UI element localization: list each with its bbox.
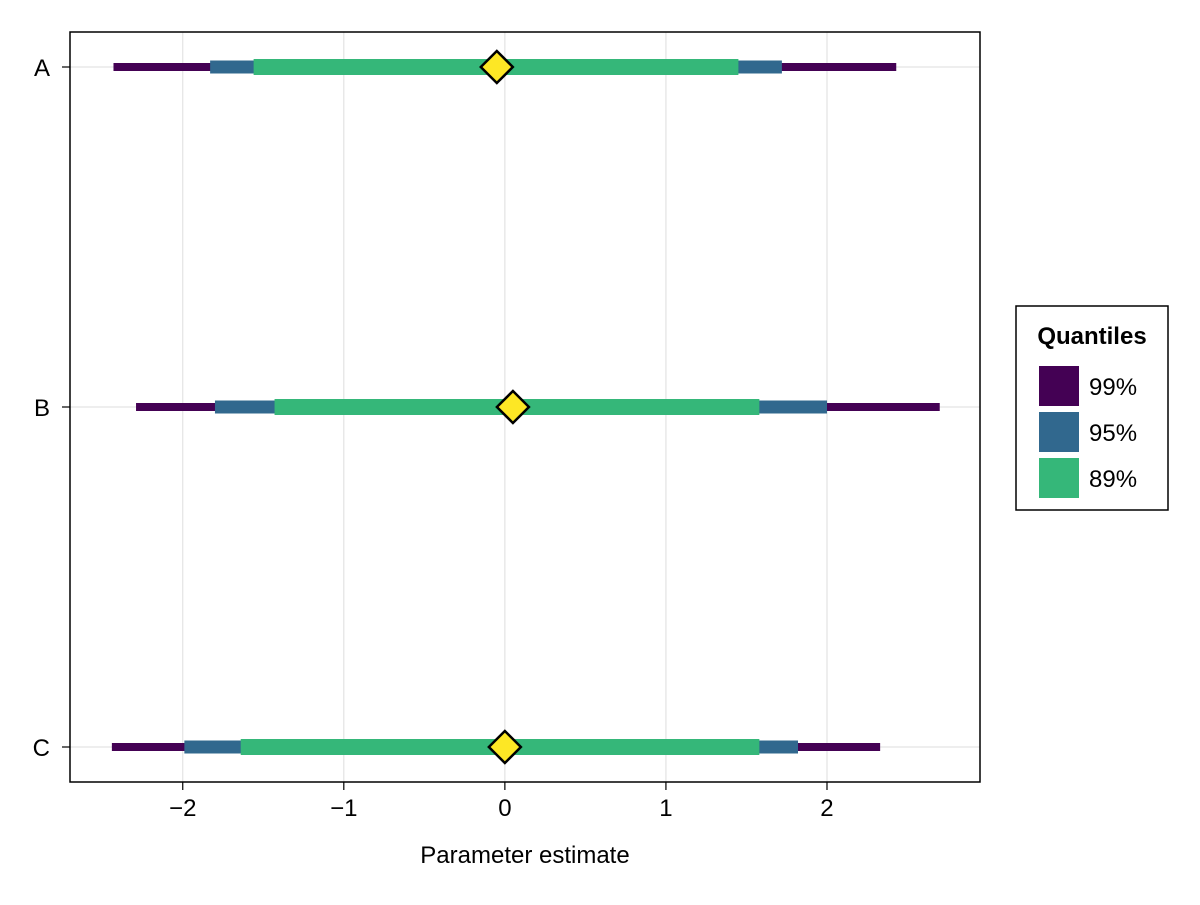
legend: Quantiles 99% 95% 89% bbox=[1015, 305, 1169, 511]
y-tick-label: A bbox=[34, 55, 50, 82]
x-tick-label: 2 bbox=[820, 795, 833, 822]
x-tick-label: 1 bbox=[659, 795, 672, 822]
legend-swatch-95 bbox=[1039, 412, 1079, 452]
legend-swatch-89 bbox=[1039, 458, 1079, 498]
legend-label-89: 89% bbox=[1089, 466, 1137, 493]
point-estimate-a bbox=[479, 49, 515, 85]
x-axis-label: Parameter estimate bbox=[420, 842, 629, 869]
x-tick-label: −2 bbox=[169, 795, 196, 822]
point-estimate-c bbox=[487, 729, 523, 765]
axis-layer: −2 −1 0 1 2 A B C bbox=[33, 55, 834, 822]
y-tick-label: B bbox=[34, 395, 50, 422]
y-tick-label: C bbox=[33, 735, 50, 762]
x-tick-label: 0 bbox=[498, 795, 511, 822]
legend-title: Quantiles bbox=[1037, 323, 1146, 350]
legend-swatch-99 bbox=[1039, 366, 1079, 406]
point-estimate-b bbox=[495, 389, 531, 425]
legend-items: 99% 95% 89% bbox=[1039, 366, 1137, 498]
x-tick-label: −1 bbox=[330, 795, 357, 822]
legend-label-99: 99% bbox=[1089, 374, 1137, 401]
legend-label-95: 95% bbox=[1089, 420, 1137, 447]
marks-layer bbox=[111, 49, 940, 765]
